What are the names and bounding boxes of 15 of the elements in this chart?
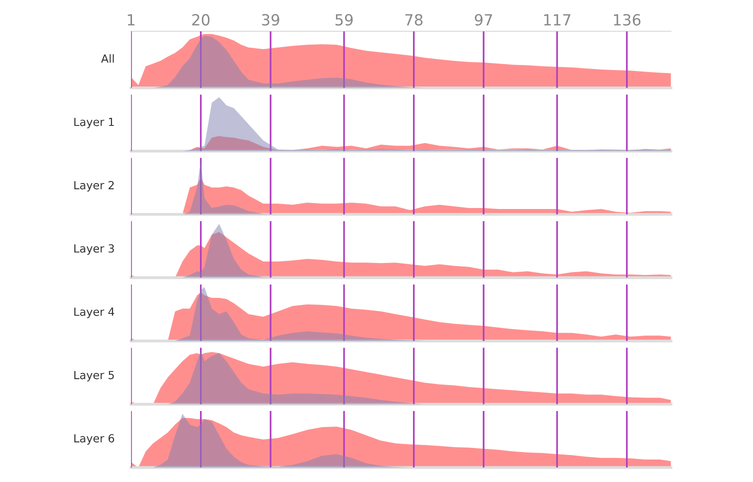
y-axis-title: Layer 6 xyxy=(74,434,114,445)
x-tick-label: 59 xyxy=(336,14,353,26)
y-axis-title: Layer 2 xyxy=(74,180,114,192)
x-tick-label: 97 xyxy=(474,14,492,26)
y-axis-title: All xyxy=(101,54,114,63)
x-tick-label: 1 xyxy=(128,14,134,26)
x-tick-label: 117 xyxy=(544,14,570,26)
x-tick-label: 39 xyxy=(262,14,280,26)
y-axis-title: Layer 1 xyxy=(74,118,114,128)
x-tick-label: 20 xyxy=(192,14,210,26)
y-axis-title: Layer 5 xyxy=(74,370,114,382)
x-tick-label: 78 xyxy=(405,14,422,26)
x-tick-label: 136 xyxy=(614,14,640,26)
y-axis-title: Layer 4 xyxy=(74,308,114,318)
y-axis-title: Layer 3 xyxy=(74,244,114,255)
